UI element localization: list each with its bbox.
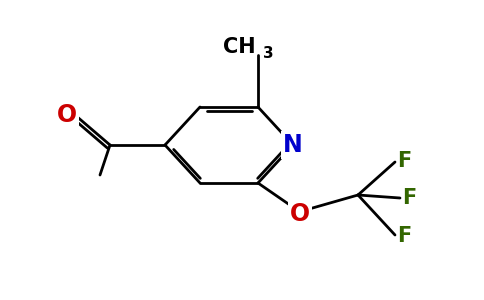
Text: F: F <box>397 151 411 171</box>
Text: CH: CH <box>224 37 256 57</box>
Text: F: F <box>397 226 411 246</box>
Text: 3: 3 <box>263 46 273 61</box>
Text: O: O <box>290 202 310 226</box>
Text: O: O <box>57 103 77 127</box>
Text: N: N <box>283 133 303 157</box>
Text: F: F <box>402 188 416 208</box>
